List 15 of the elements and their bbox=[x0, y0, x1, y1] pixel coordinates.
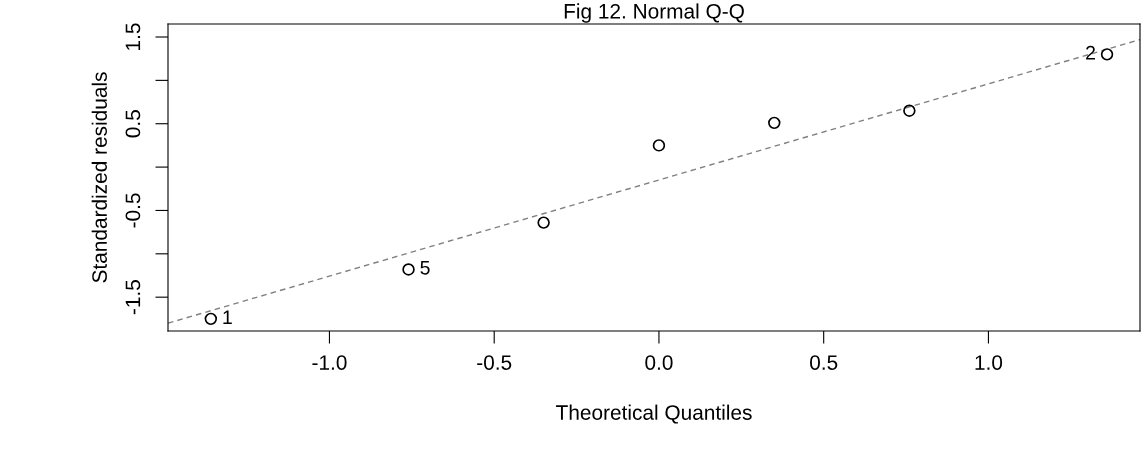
y-tick-label: 1.5 bbox=[125, 23, 141, 50]
chart-title: Fig 12. Normal Q-Q bbox=[564, 3, 744, 23]
y-tick-label: 0.5 bbox=[125, 110, 141, 138]
y-tick-label: -1.5 bbox=[125, 280, 141, 315]
x-tick-label: -0.5 bbox=[477, 355, 512, 370]
x-axis-title: Theoretical Quantiles bbox=[556, 404, 752, 424]
x-tick-label: -1.0 bbox=[312, 355, 347, 370]
x-tick-label: 0.0 bbox=[645, 355, 673, 370]
annotation: 2 bbox=[1086, 45, 1095, 60]
annotation: 1 bbox=[223, 310, 232, 324]
y-axis-title: Standardized residuals bbox=[91, 72, 107, 283]
x-tick-label: 1.0 bbox=[975, 355, 1003, 370]
annotation: 5 bbox=[420, 261, 430, 275]
x-tick-label: 0.5 bbox=[810, 355, 838, 370]
y-tick-label: -0.5 bbox=[125, 193, 141, 228]
